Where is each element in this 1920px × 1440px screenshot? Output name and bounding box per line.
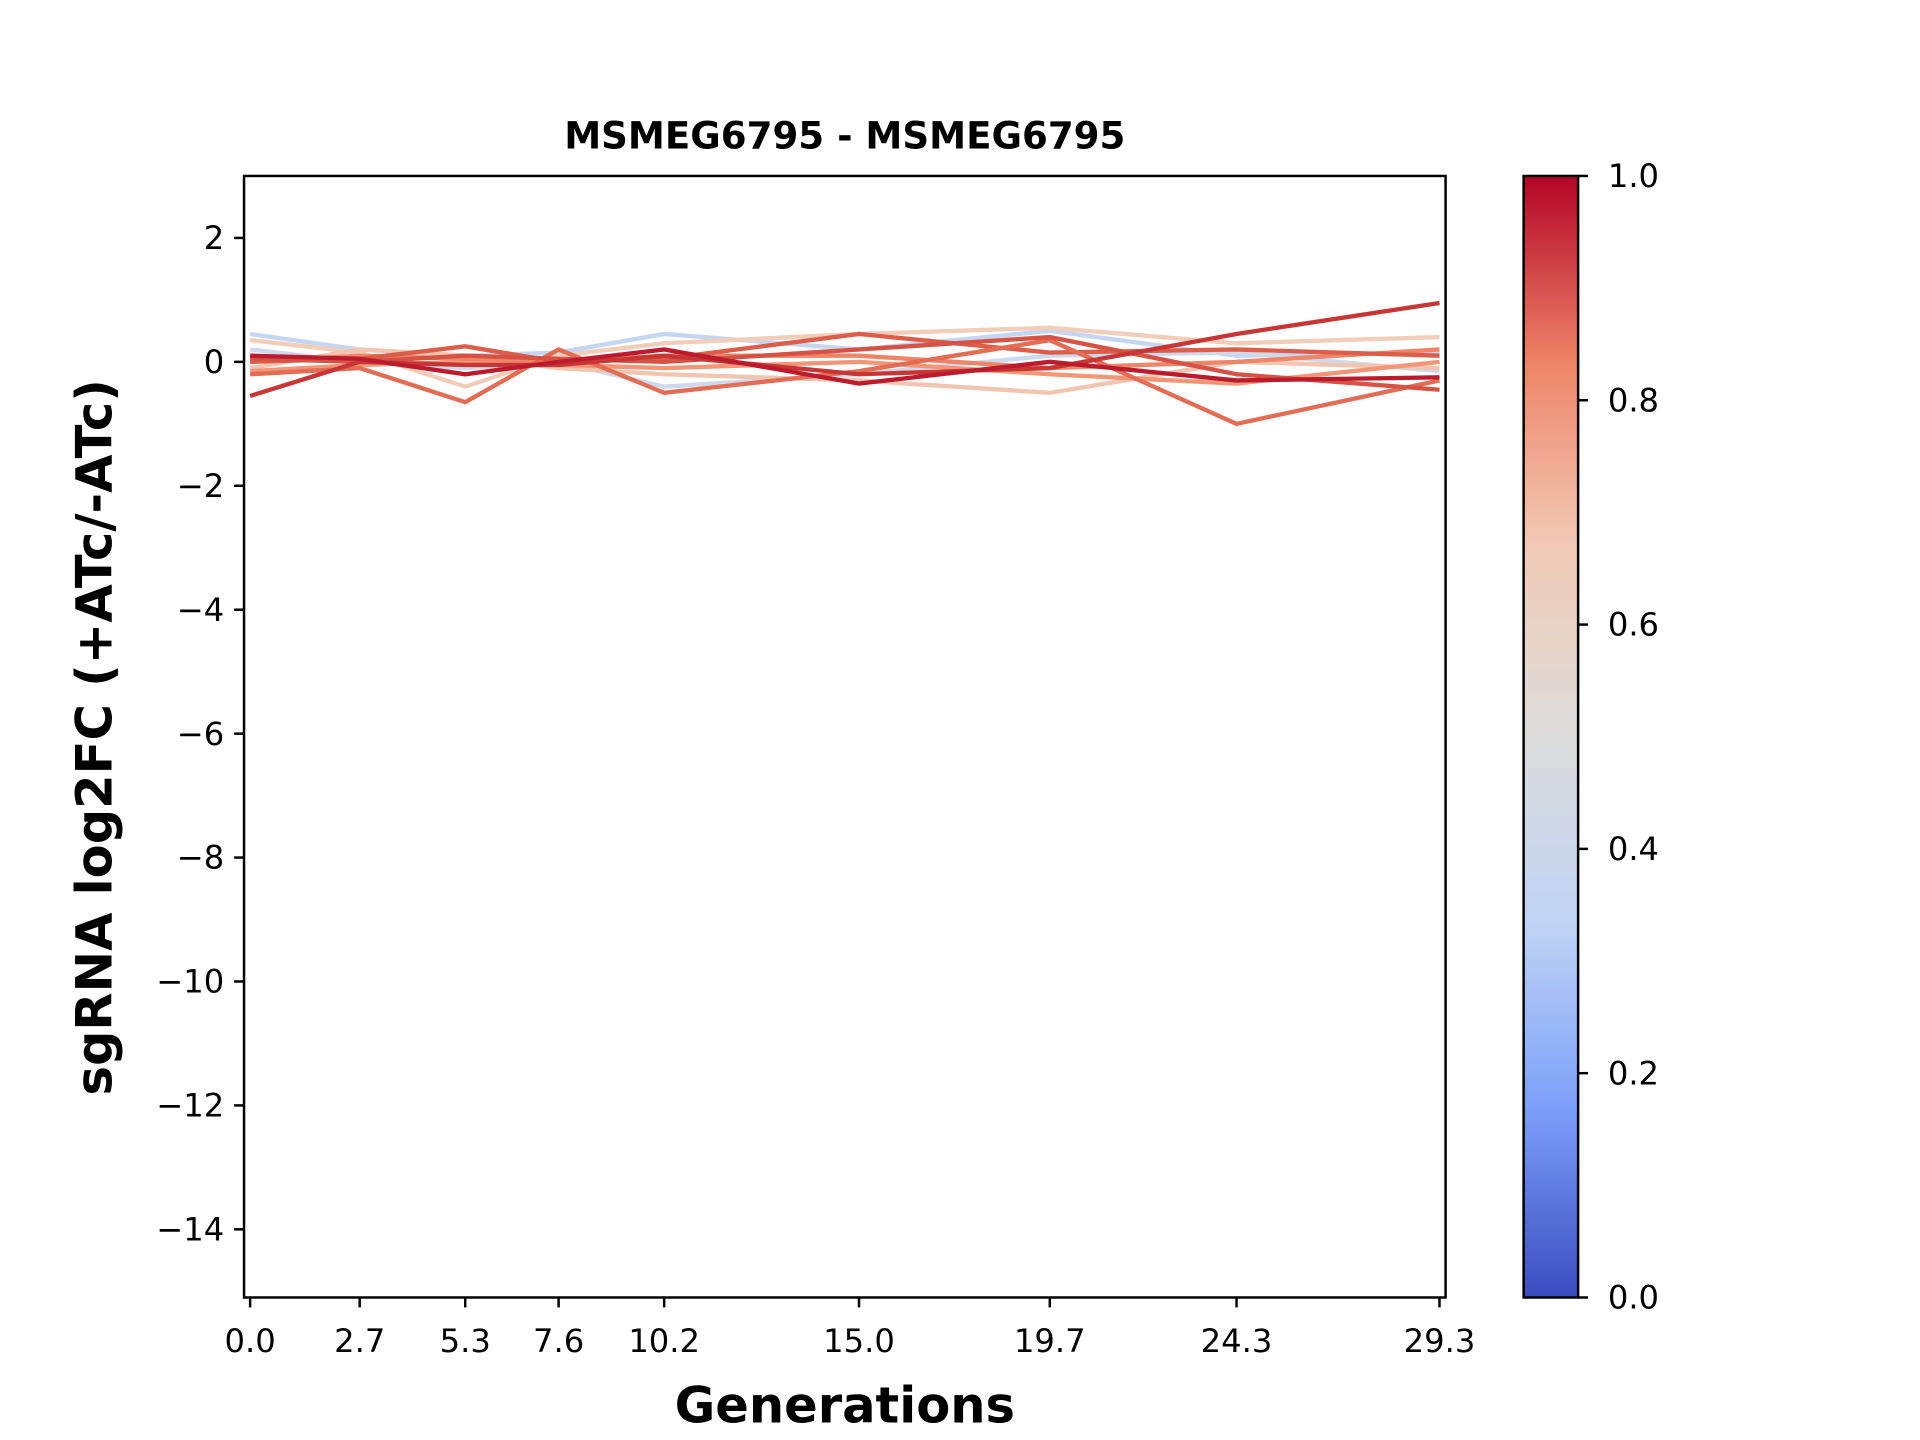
- x-axis: 0.0 2.7 5.3 7.6 10.2 15.0 19.7 24.3 29.3: [225, 1297, 1476, 1360]
- plot-area-frame: [242, 174, 1447, 1299]
- x-tick-label: 15.0: [823, 1322, 895, 1360]
- y-tick-label: −6: [177, 715, 224, 753]
- x-tick-label: 24.3: [1201, 1322, 1273, 1360]
- colorbar-tick-label: 0.8: [1608, 381, 1659, 419]
- y-tick-label: −10: [156, 963, 224, 1001]
- y-tick-label: 0: [204, 343, 224, 381]
- colorbar-tick-label: 0.0: [1608, 1279, 1659, 1317]
- series-line-10: [250, 347, 1440, 386]
- x-tick-label: 5.3: [440, 1322, 491, 1360]
- x-axis-label: Generations: [675, 1377, 1015, 1435]
- x-tick-label: 29.3: [1404, 1322, 1476, 1360]
- y-tick-label: 2: [204, 219, 224, 257]
- y-tick-label: −2: [177, 467, 224, 505]
- x-tick-label: 19.7: [1014, 1322, 1086, 1360]
- x-tick-label: 2.7: [334, 1322, 385, 1360]
- y-tick-label: −8: [177, 839, 224, 877]
- series-line-7: [249, 337, 1440, 427]
- colorbar-tick-label: 0.2: [1608, 1054, 1659, 1092]
- y-axis-label: sgRNA log2FC (+ATc/-ATc): [65, 379, 123, 1095]
- y-axis: 2 0 −2 −4 −6 −8 −10 −12 −14: [156, 219, 245, 1248]
- series-lines: [249, 300, 1440, 427]
- colorbar-tick-label: 1.0: [1608, 157, 1659, 195]
- colorbar-axis: 0.0 0.2 0.4 0.6 0.8 1.0: [1578, 157, 1659, 1317]
- y-tick-label: −4: [177, 591, 224, 629]
- series-line-6: [250, 331, 1440, 365]
- colorbar: [1522, 174, 1580, 1299]
- series-line-8: [250, 334, 1440, 392]
- colorbar-tick-label: 0.4: [1608, 830, 1659, 868]
- y-tick-label: −14: [156, 1210, 224, 1248]
- y-tick-label: −12: [156, 1087, 224, 1125]
- x-tick-label: 0.0: [225, 1322, 276, 1360]
- colorbar-tick-label: 0.6: [1608, 606, 1659, 644]
- x-tick-label: 7.6: [533, 1322, 584, 1360]
- x-tick-label: 10.2: [628, 1322, 700, 1360]
- chart-title: MSMEG6795 - MSMEG6795: [564, 115, 1125, 158]
